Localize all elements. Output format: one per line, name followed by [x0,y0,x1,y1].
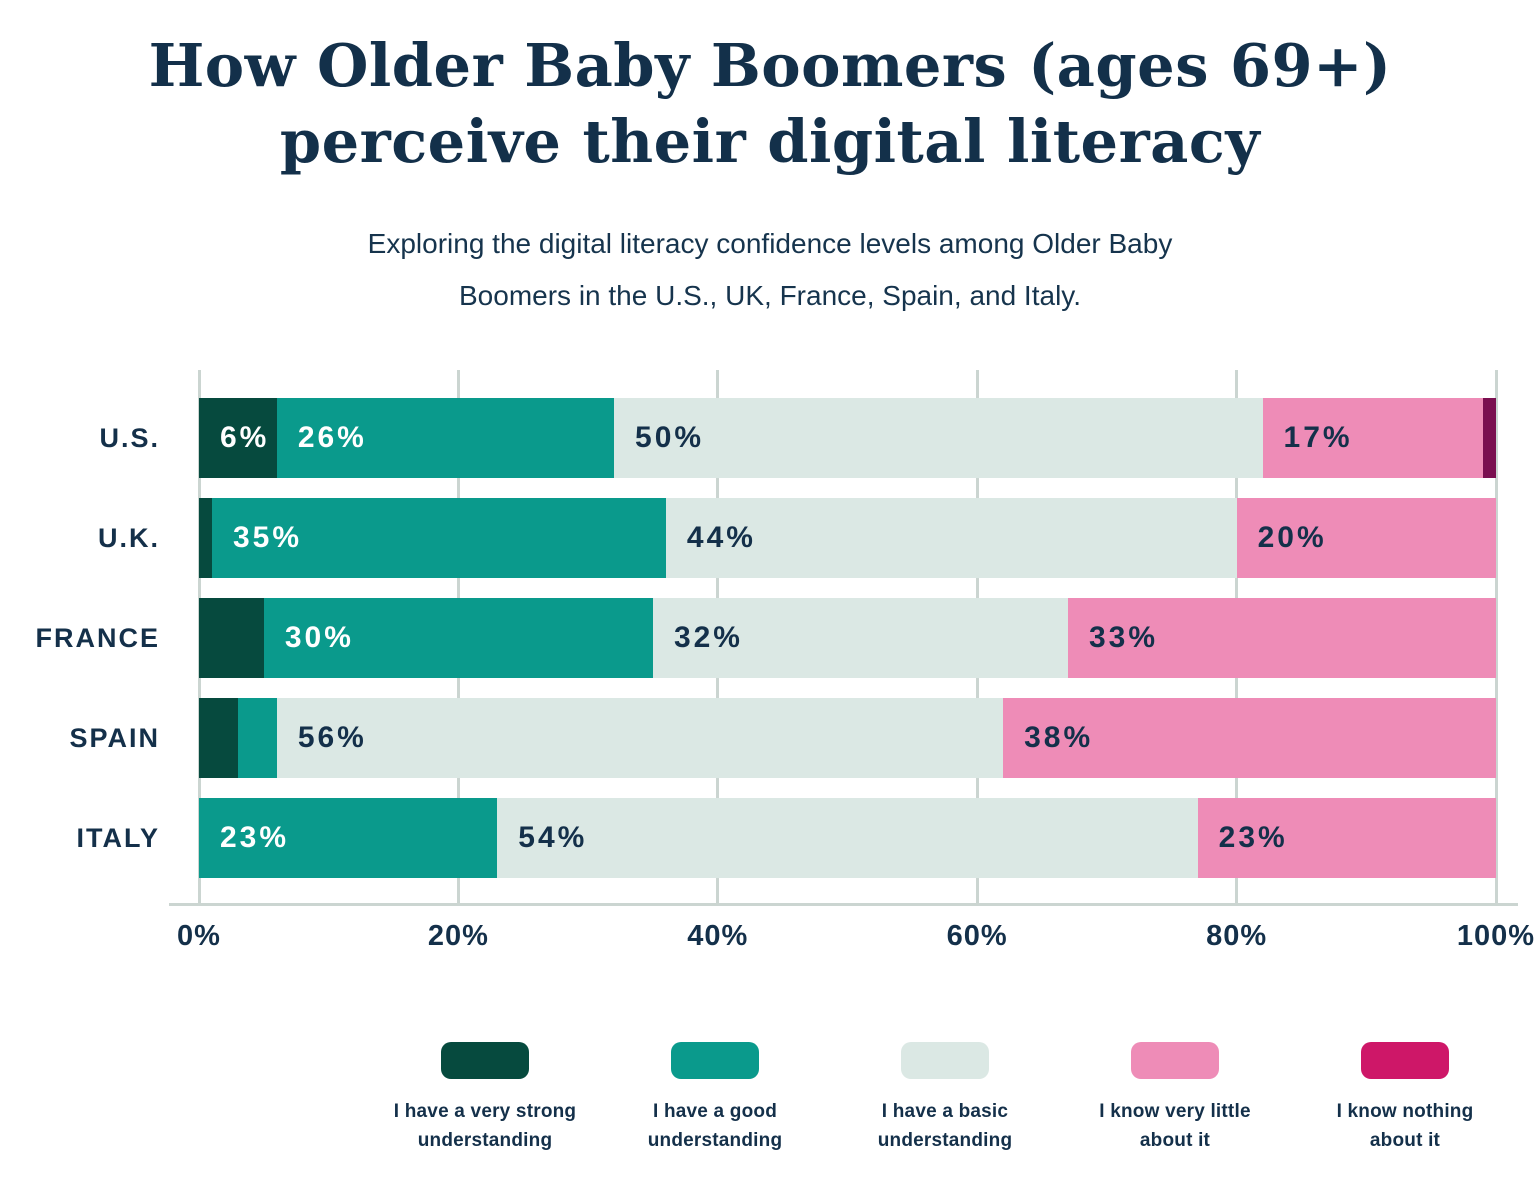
bar-segment-label: 35% [232,521,303,554]
bar-segment: 50% [614,398,1263,478]
bar-segment: 32% [652,598,1068,678]
legend-swatch [441,1042,529,1079]
bar-segment-label: 30% [284,621,354,654]
gridline [1494,370,1498,905]
bar-segment-label: 44% [686,521,756,554]
bar-segment [237,698,277,778]
x-axis-tick-label: 100% [1456,920,1536,952]
bar-row: 6% 26% 50% 17% [199,398,1496,478]
row-label: SPAIN [69,723,160,753]
bar-segment-label: 38% [1024,721,1094,754]
bar-segment: 6% [199,398,277,478]
row-label: U.S. [99,423,160,453]
legend-swatch [1361,1042,1449,1079]
bar-row: 23% 54% 23% [199,798,1496,878]
legend-label: I have a good understanding [647,1101,783,1151]
bar-segment-label: 54% [518,821,588,854]
bar-segment-label: 33% [1088,621,1159,654]
row-label: ITALY [76,823,160,853]
bar-segment [199,498,212,578]
bar-segment: 23% [1197,798,1496,878]
legend-item: I know nothing about it [1310,1042,1500,1155]
chart-subtitle: Exploring the digital literacy confidenc… [367,228,1173,311]
row-label: U.K. [98,523,160,553]
x-axis-baseline [169,903,1518,906]
bar-segment-label: 50% [635,421,705,454]
legend-swatch [1131,1042,1219,1079]
legend-swatch [901,1042,989,1079]
bar-segment [1483,398,1496,478]
legend-item: I have a good understanding [620,1042,810,1155]
bar-segment: 44% [665,498,1237,578]
bar-segment: 23% [199,798,498,878]
x-axis-tick-label: 0% [177,920,221,952]
bar-segment: 26% [276,398,615,478]
bar-segment-label: 32% [673,621,743,654]
row-label: FRANCE [35,623,160,653]
plot-area: 6% 26% 50% 17% 35% 44% 20% 30% 32% 33% 56% 38% 23% 54… [169,370,1518,906]
x-axis-tick-label: 40% [687,920,749,952]
legend-item: I have a basic understanding [850,1042,1040,1155]
bar-row: 56% 38% [199,698,1496,778]
legend-label: I have a very strong understanding [393,1101,577,1151]
legend-label: I know nothing about it [1336,1101,1474,1151]
x-axis-tick-label: 20% [427,920,489,952]
bar-segment: 20% [1236,498,1496,578]
bar-segment: 54% [497,798,1198,878]
bar-segment: 30% [263,598,653,678]
x-axis-tick-label: 80% [1206,920,1268,952]
legend-label: I have a basic understanding [877,1101,1013,1151]
bar-segment: 35% [211,498,666,578]
bar-row: 30% 32% 33% [199,598,1496,678]
bar-segment [199,598,264,678]
bar-segment: 17% [1262,398,1484,478]
bar-segment: 56% [276,698,1004,778]
legend: I have a very strong understanding I have… [390,1042,1500,1155]
bar-row: 35% 44% 20% [199,498,1496,578]
bar-segment-label: 6% [220,421,270,454]
bar-segment: 33% [1067,598,1496,678]
bar-segment-label: 26% [297,421,367,454]
legend-item: I know very little about it [1080,1042,1270,1155]
bar-segment-label: 17% [1283,421,1353,454]
legend-item: I have a very strong understanding [390,1042,580,1155]
bar-segment-label: 23% [220,821,290,854]
bar-segment: 38% [1003,698,1496,778]
bar-segment [199,698,238,778]
legend-swatch [671,1042,759,1079]
bar-segment-label: 20% [1257,521,1327,554]
bar-segment-label: 56% [297,721,367,754]
x-axis-tick-label: 60% [946,920,1008,952]
legend-label: I know very little about it [1099,1101,1251,1151]
bar-segment-label: 23% [1218,821,1288,854]
chart-title: How Older Baby Boomers (ages 69+) percei… [148,31,1392,176]
